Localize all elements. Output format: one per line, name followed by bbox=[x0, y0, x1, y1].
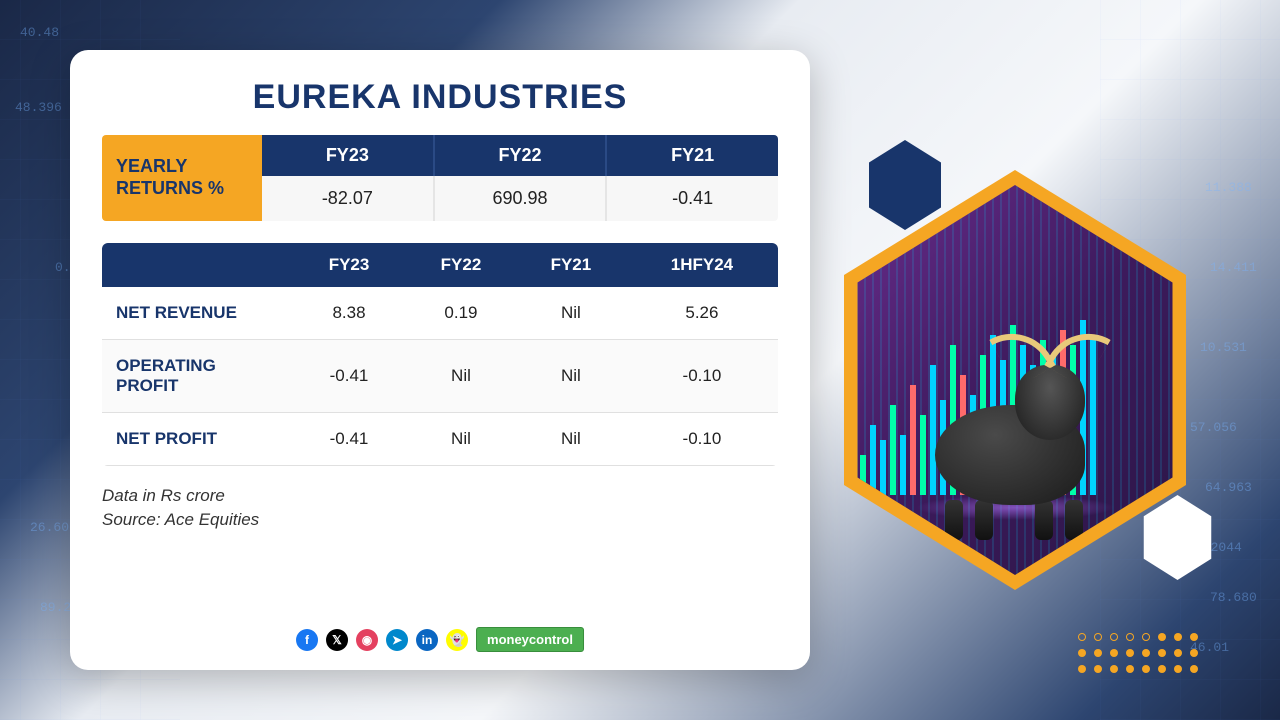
footnote: Data in Rs crore Source: Ace Equities bbox=[102, 484, 778, 532]
row-label: NET REVENUE bbox=[102, 287, 292, 340]
hex-inner-image bbox=[840, 185, 1190, 575]
cell: -0.10 bbox=[626, 413, 778, 466]
hero-hexagon bbox=[805, 150, 1225, 610]
dots-decoration bbox=[1078, 633, 1200, 675]
financials-table: FY23 FY22 FY21 1HFY24 NET REVENUE8.380.1… bbox=[102, 243, 778, 466]
snapchat-icon: 👻 bbox=[446, 629, 468, 651]
cell: 5.26 bbox=[626, 287, 778, 340]
cell: 8.38 bbox=[292, 287, 406, 340]
cell: -0.41 bbox=[292, 413, 406, 466]
cell: Nil bbox=[516, 340, 626, 413]
instagram-icon: ◉ bbox=[356, 629, 378, 651]
cell: Nil bbox=[516, 413, 626, 466]
cell: Nil bbox=[406, 340, 516, 413]
cell: Nil bbox=[516, 287, 626, 340]
main-card: EUREKA INDUSTRIES YEARLY RETURNS % FY23 … bbox=[70, 50, 810, 670]
brand-badge: moneycontrol bbox=[476, 627, 584, 652]
cell: 0.19 bbox=[406, 287, 516, 340]
yr-col-2: FY21 bbox=[607, 135, 778, 176]
fin-header-row: FY23 FY22 FY21 1HFY24 bbox=[102, 243, 778, 287]
x-twitter-icon: 𝕏 bbox=[326, 629, 348, 651]
yearly-returns-label: YEARLY RETURNS % bbox=[102, 135, 262, 221]
table-row: OPERATING PROFIT-0.41NilNil-0.10 bbox=[102, 340, 778, 413]
bull-illustration bbox=[895, 315, 1135, 535]
yr-val-0: -82.07 bbox=[262, 176, 435, 221]
yr-val-1: 690.98 bbox=[435, 176, 608, 221]
row-label: OPERATING PROFIT bbox=[102, 340, 292, 413]
fin-col-3: FY21 bbox=[516, 243, 626, 287]
hex-accent-navy bbox=[865, 140, 945, 230]
cell: -0.41 bbox=[292, 340, 406, 413]
fin-col-2: FY22 bbox=[406, 243, 516, 287]
cell: -0.10 bbox=[626, 340, 778, 413]
bg-number: 26.60 bbox=[30, 520, 69, 535]
fin-col-1: FY23 bbox=[292, 243, 406, 287]
bg-number: 40.48 bbox=[20, 25, 59, 40]
table-row: NET REVENUE8.380.19Nil5.26 bbox=[102, 287, 778, 340]
fin-col-4: 1HFY24 bbox=[626, 243, 778, 287]
row-label: NET PROFIT bbox=[102, 413, 292, 466]
yr-val-2: -0.41 bbox=[607, 176, 778, 221]
telegram-icon: ➤ bbox=[386, 629, 408, 651]
footnote-line2: Source: Ace Equities bbox=[102, 508, 778, 532]
social-row: f𝕏 ◉ ➤ in 👻 moneycontrol bbox=[296, 627, 584, 652]
table-row: NET PROFIT-0.41NilNil-0.10 bbox=[102, 413, 778, 466]
footnote-line1: Data in Rs crore bbox=[102, 484, 778, 508]
fin-col-blank bbox=[102, 243, 292, 287]
linkedin-icon: in bbox=[416, 629, 438, 651]
yr-col-1: FY22 bbox=[435, 135, 608, 176]
cell: Nil bbox=[406, 413, 516, 466]
yr-col-0: FY23 bbox=[262, 135, 435, 176]
bg-number: 48.396 bbox=[15, 100, 62, 115]
yearly-returns-header-row: FY23 FY22 FY21 bbox=[262, 135, 778, 176]
hex-accent-white bbox=[1140, 495, 1215, 580]
facebook-icon: f bbox=[296, 629, 318, 651]
yearly-returns-block: YEARLY RETURNS % FY23 FY22 FY21 -82.07 6… bbox=[102, 135, 778, 221]
yearly-returns-value-row: -82.07 690.98 -0.41 bbox=[262, 176, 778, 221]
company-title: EUREKA INDUSTRIES bbox=[102, 78, 778, 117]
